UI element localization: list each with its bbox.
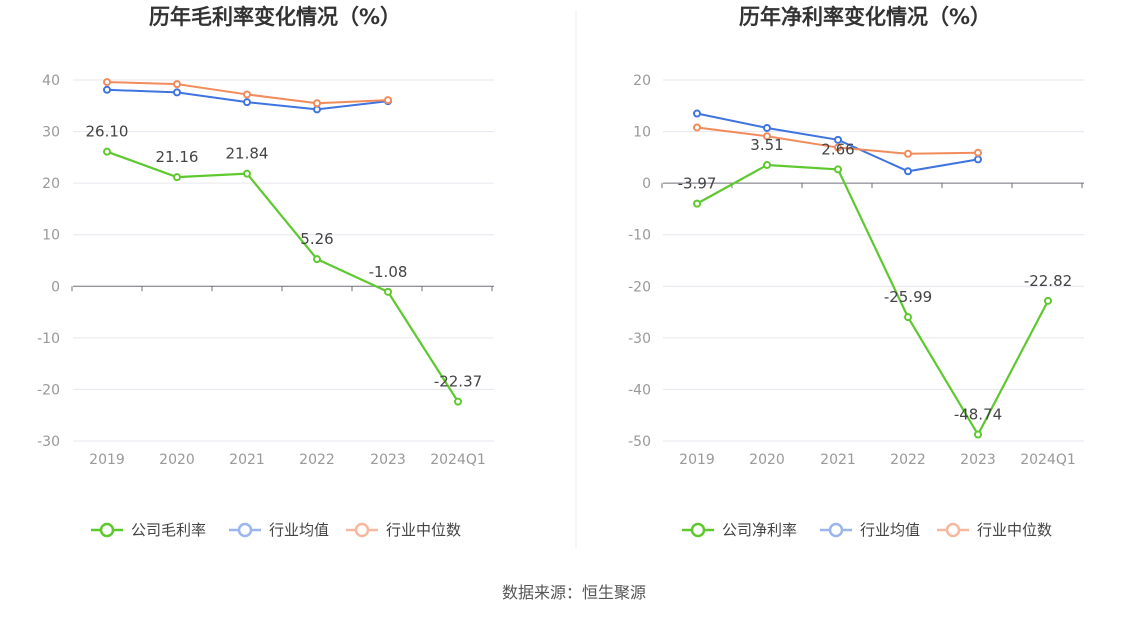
data-point[interactable] [454, 397, 462, 406]
legend-marker-icon [828, 522, 844, 538]
y-tick-label: 0 [642, 176, 651, 192]
data-label: 2.66 [821, 140, 854, 158]
data-label: 3.51 [750, 136, 783, 154]
data-point[interactable] [243, 90, 251, 99]
data-label: 21.16 [156, 148, 199, 166]
x-tick-label: 2020 [749, 452, 785, 468]
data-point[interactable] [313, 99, 321, 108]
y-tick-label: 20 [42, 176, 60, 192]
data-point[interactable] [763, 132, 771, 141]
legend-marker-icon [237, 522, 253, 538]
data-point[interactable] [904, 167, 912, 176]
legend-item-industry-median[interactable]: 行业中位数 [937, 521, 1052, 539]
data-point[interactable] [763, 123, 771, 132]
y-tick-label: -20 [37, 382, 60, 398]
legend-item-industry-mean[interactable]: 行业均值 [820, 521, 920, 539]
y-tick-label: -30 [628, 331, 651, 347]
x-tick-label: 2022 [890, 452, 926, 468]
data-label: -3.97 [678, 175, 717, 193]
y-tick-label: -50 [628, 434, 651, 450]
legend-label: 行业中位数 [386, 521, 461, 539]
data-point[interactable] [834, 143, 842, 152]
y-tick-label: -10 [628, 228, 651, 244]
data-label: -25.99 [884, 288, 932, 306]
data-point[interactable] [974, 148, 982, 157]
y-tick-label: 40 [42, 73, 60, 89]
legend-item-company[interactable]: 公司净利率 [682, 521, 797, 539]
data-label: 21.84 [226, 145, 269, 163]
legend-label: 行业均值 [860, 521, 920, 539]
x-tick-label: 2019 [679, 452, 715, 468]
x-tick-label: 2020 [159, 452, 195, 468]
data-point[interactable] [974, 155, 982, 164]
data-point[interactable] [173, 80, 181, 89]
legend-label: 行业均值 [269, 521, 329, 539]
data-point[interactable] [173, 88, 181, 97]
y-tick-label: 10 [633, 125, 651, 141]
data-point[interactable] [173, 173, 181, 182]
data-label: -48.74 [954, 406, 1002, 424]
data-label: -22.37 [434, 373, 482, 391]
data-point[interactable] [904, 313, 912, 322]
data-label: -22.82 [1024, 272, 1072, 290]
legend-marker-icon [99, 522, 115, 538]
data-point[interactable] [384, 287, 392, 296]
data-point[interactable] [693, 199, 701, 208]
legend-label: 行业中位数 [977, 521, 1052, 539]
data-point[interactable] [1044, 296, 1052, 305]
chart-title-gross: 历年毛利率变化情况（%） [149, 5, 401, 29]
x-tick-label: 2022 [299, 452, 335, 468]
legend-item-company[interactable]: 公司毛利率 [91, 521, 206, 539]
net-margin-chart: 历年净利率变化情况（%） 20 10 0 -10 -20 -30 -40 -50 2019 2020… [628, 5, 1084, 539]
x-tick-label: 2023 [370, 452, 406, 468]
x-tick-label: 2023 [960, 452, 996, 468]
x-tick-label: 2024Q1 [1020, 452, 1076, 468]
series-line-company [106, 150, 459, 403]
legend-marker-icon [690, 522, 706, 538]
legend-label: 公司净利率 [722, 521, 797, 539]
data-label: 26.10 [86, 123, 129, 141]
data-point[interactable] [693, 109, 701, 118]
y-tick-label: -40 [628, 382, 651, 398]
x-tick-label: 2024Q1 [430, 452, 486, 468]
x-tick-label: 2021 [229, 452, 265, 468]
data-label: 5.26 [300, 230, 333, 248]
y-tick-label: 0 [51, 279, 60, 295]
data-point[interactable] [313, 105, 321, 114]
data-point[interactable] [834, 165, 842, 174]
y-tick-label: -20 [628, 279, 651, 295]
data-point[interactable] [693, 123, 701, 132]
data-point[interactable] [974, 430, 982, 439]
y-tick-label: -30 [37, 434, 60, 450]
data-label: -1.08 [369, 263, 408, 281]
data-point[interactable] [103, 85, 111, 94]
data-point[interactable] [103, 147, 111, 156]
gross-margin-chart: 历年毛利率变化情况（%） 40 30 20 10 0 -10 -20 -30 2019 2020 20… [37, 5, 494, 539]
x-tick-label: 2021 [820, 452, 856, 468]
y-tick-label: 30 [42, 125, 60, 141]
y-tick-label: 20 [633, 73, 651, 89]
data-point[interactable] [243, 98, 251, 107]
y-tick-label: -10 [37, 331, 60, 347]
data-point[interactable] [904, 149, 912, 158]
y-tick-label: 10 [42, 228, 60, 244]
data-point[interactable] [243, 169, 251, 178]
legend-label: 公司毛利率 [131, 521, 206, 539]
data-point[interactable] [834, 135, 842, 144]
data-point[interactable] [763, 161, 771, 170]
legend-item-industry-median[interactable]: 行业中位数 [346, 521, 461, 539]
legend-marker-icon [945, 522, 961, 538]
x-tick-label: 2019 [89, 452, 125, 468]
legend-item-industry-mean[interactable]: 行业均值 [229, 521, 329, 539]
data-point[interactable] [313, 255, 321, 264]
data-point[interactable] [384, 96, 392, 105]
chart-title-net: 历年净利率变化情况（%） [739, 5, 991, 29]
data-point[interactable] [103, 78, 111, 87]
legend-marker-icon [354, 522, 370, 538]
series-line-company [696, 163, 1049, 437]
data-source-note: 数据来源：恒生聚源 [502, 583, 646, 602]
